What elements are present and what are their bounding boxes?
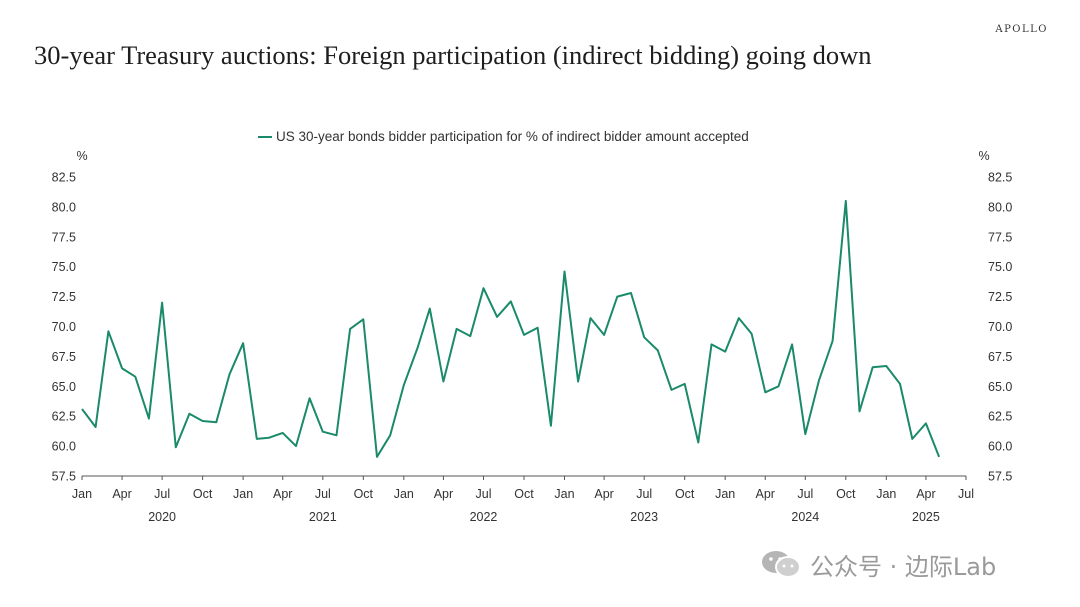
x-tick-label: Oct <box>675 487 695 501</box>
y-tick-label-right: 70.0 <box>988 320 1012 334</box>
watermark-text: 公众号 · 边际Lab <box>810 547 996 582</box>
x-year-label: 2024 <box>791 510 819 524</box>
y-tick-label-right: 75.0 <box>988 260 1012 274</box>
y-tick-label-left: 67.5 <box>52 350 76 364</box>
watermark: 公众号 · 边际Lab <box>760 545 996 583</box>
chat-bubbles-icon <box>760 548 802 580</box>
y-tick-label-left: 62.5 <box>52 410 76 424</box>
y-tick-label-right: 65.0 <box>988 380 1012 394</box>
y-tick-label-left: 60.0 <box>52 440 76 454</box>
y-unit-right: % <box>978 149 989 163</box>
y-tick-label-left: 72.5 <box>52 290 76 304</box>
x-tick-label: Jan <box>394 487 414 501</box>
x-year-label: 2020 <box>148 510 176 524</box>
y-tick-label-right: 62.5 <box>988 410 1012 424</box>
x-tick-label: Jan <box>72 487 92 501</box>
x-tick-label: Jan <box>715 487 735 501</box>
y-unit-left: % <box>76 149 87 163</box>
x-year-label: 2023 <box>630 510 658 524</box>
x-tick-label: Jul <box>154 487 170 501</box>
y-tick-label-right: 82.5 <box>988 171 1012 185</box>
legend-label: US 30-year bonds bidder participation fo… <box>276 129 749 144</box>
y-tick-label-right: 60.0 <box>988 440 1012 454</box>
y-tick-label-left: 82.5 <box>52 171 76 185</box>
y-tick-label-right: 67.5 <box>988 350 1012 364</box>
x-tick-label: Jul <box>476 487 492 501</box>
x-tick-label: Jul <box>315 487 331 501</box>
x-tick-label: Apr <box>756 487 775 501</box>
x-tick-label: Apr <box>916 487 935 501</box>
x-tick-label: Apr <box>434 487 453 501</box>
x-tick-label: Oct <box>514 487 534 501</box>
x-tick-label: Oct <box>354 487 374 501</box>
y-tick-label-right: 57.5 <box>988 470 1012 484</box>
x-tick-label: Apr <box>273 487 292 501</box>
x-tick-label: Jul <box>636 487 652 501</box>
x-tick-label: Apr <box>594 487 613 501</box>
x-tick-label: Oct <box>193 487 213 501</box>
x-year-label: 2022 <box>470 510 498 524</box>
x-tick-label: Jan <box>233 487 253 501</box>
y-tick-label-left: 65.0 <box>52 380 76 394</box>
y-tick-label-left: 57.5 <box>52 470 76 484</box>
y-tick-label-right: 77.5 <box>988 230 1012 244</box>
x-tick-label: Jul <box>797 487 813 501</box>
x-year-label: 2021 <box>309 510 337 524</box>
y-tick-label-right: 72.5 <box>988 290 1012 304</box>
x-tick-label: Jan <box>876 487 896 501</box>
x-tick-label: Jul <box>958 487 974 501</box>
x-tick-label: Apr <box>112 487 131 501</box>
series-line <box>82 201 939 457</box>
y-tick-label-left: 77.5 <box>52 230 76 244</box>
x-year-label: 2025 <box>912 510 940 524</box>
y-tick-label-left: 70.0 <box>52 320 76 334</box>
x-tick-label: Jan <box>554 487 574 501</box>
y-tick-label-left: 75.0 <box>52 260 76 274</box>
x-tick-label: Oct <box>836 487 856 501</box>
y-tick-label-right: 80.0 <box>988 200 1012 214</box>
y-tick-label-left: 80.0 <box>52 200 76 214</box>
